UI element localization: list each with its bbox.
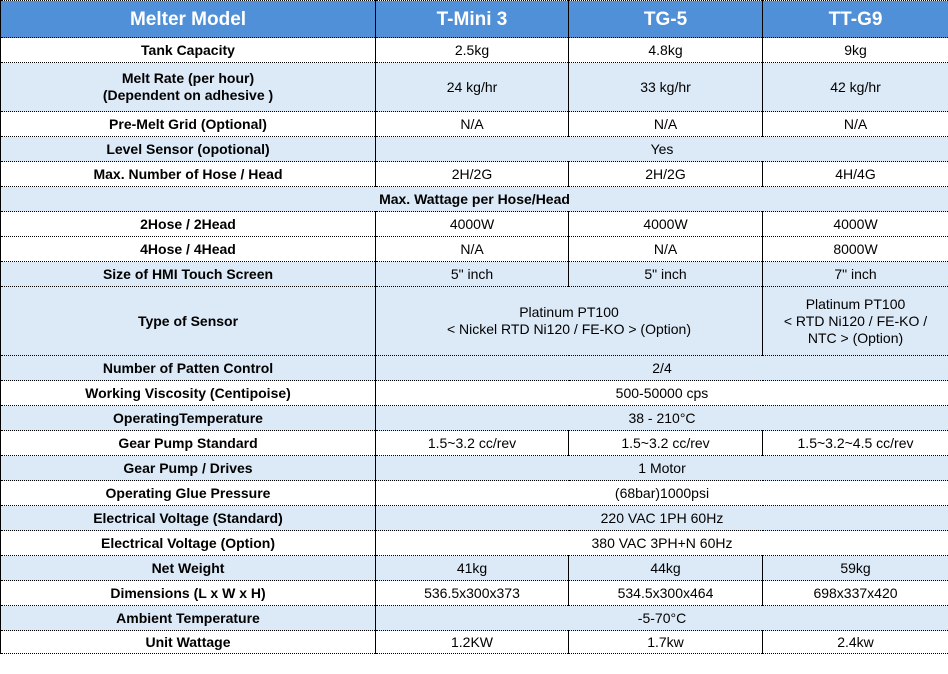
row-label: Ambient Temperature	[0, 605, 376, 631]
cell-value: 9kg	[762, 37, 948, 63]
cell-value: 1.5~3.2 cc/rev	[375, 430, 569, 456]
row-label: Melt Rate (per hour) (Dependent on adhes…	[0, 62, 376, 112]
row-label: Max. Number of Hose / Head	[0, 161, 376, 187]
table-row: Size of HMI Touch Screen 5" inch 5" inch 7"…	[0, 261, 948, 287]
header-row: Melter Model T-Mini 3 TG-5 TT-G9	[0, 0, 948, 38]
cell-value: 4000W	[568, 211, 763, 237]
cell-value: 500-50000 cps	[375, 380, 948, 406]
cell-value: 2H/2G	[375, 161, 569, 187]
cell-value: 2.4kw	[762, 630, 948, 654]
cell-value: N/A	[568, 236, 763, 262]
cell-value: 220 VAC 1PH 60Hz	[375, 505, 948, 531]
table-row: Melt Rate (per hour) (Dependent on adhes…	[0, 62, 948, 112]
table-row: Number of Patten Control 2/4	[0, 355, 948, 381]
cell-value: 42 kg/hr	[762, 62, 948, 112]
cell-value: 2/4	[375, 355, 948, 381]
row-label: Electrical Voltage (Standard)	[0, 505, 376, 531]
cell-value: -5-70°C	[375, 605, 948, 631]
table-row: Pre-Melt Grid (Optional) N/A N/A N/A	[0, 111, 948, 137]
table-row: Gear Pump / Drives 1 Motor	[0, 455, 948, 481]
row-label: Tank Capacity	[0, 37, 376, 63]
model-tt-g9: TT-G9	[762, 0, 948, 38]
section-heading: Max. Wattage per Hose/Head	[0, 186, 948, 212]
row-label: Electrical Voltage (Option)	[0, 530, 376, 556]
cell-value: (68bar)1000psi	[375, 480, 948, 506]
row-label: Net Weight	[0, 555, 376, 581]
table-row: Max. Number of Hose / Head 2H/2G 2H/2G 4H/4…	[0, 161, 948, 187]
cell-value: N/A	[375, 111, 569, 137]
cell-value: Platinum PT100 < RTD Ni120 / FE-KO / NTC…	[762, 286, 948, 356]
row-label: Working Viscosity (Centipoise)	[0, 380, 376, 406]
table-row: Unit Wattage 1.2KW 1.7kw 2.4kw	[0, 630, 948, 654]
cell-value: 2.5kg	[375, 37, 569, 63]
table-row: 2Hose / 2Head 4000W 4000W 4000W	[0, 211, 948, 237]
row-label: Size of HMI Touch Screen	[0, 261, 376, 287]
row-label: 2Hose / 2Head	[0, 211, 376, 237]
row-label: OperatingTemperature	[0, 405, 376, 431]
cell-value: 8000W	[762, 236, 948, 262]
cell-value: 4.8kg	[568, 37, 763, 63]
table-row: Dimensions (L x W x H) 536.5x300x373 534.5…	[0, 580, 948, 606]
cell-value: 4H/4G	[762, 161, 948, 187]
header-label: Melter Model	[0, 0, 376, 38]
table-row: Type of Sensor Platinum PT100 < Nickel RT…	[0, 286, 948, 356]
row-label: Gear Pump / Drives	[0, 455, 376, 481]
table-row: Electrical Voltage (Option) 380 VAC 3PH+N…	[0, 530, 948, 556]
table-row: OperatingTemperature 38 - 210°C	[0, 405, 948, 431]
cell-value: 59kg	[762, 555, 948, 581]
cell-value: 4000W	[762, 211, 948, 237]
table-row: 4Hose / 4Head N/A N/A 8000W	[0, 236, 948, 262]
row-label: Number of Patten Control	[0, 355, 376, 381]
cell-value: 5" inch	[375, 261, 569, 287]
cell-value: 380 VAC 3PH+N 60Hz	[375, 530, 948, 556]
cell-value: 41kg	[375, 555, 569, 581]
cell-value: 4000W	[375, 211, 569, 237]
cell-value: Yes	[375, 136, 948, 162]
cell-value: 534.5x300x464	[568, 580, 763, 606]
cell-value: 1 Motor	[375, 455, 948, 481]
cell-value: 5" inch	[568, 261, 763, 287]
table-row: Gear Pump Standard 1.5~3.2 cc/rev 1.5~3.2 …	[0, 430, 948, 456]
cell-value: 1.2KW	[375, 630, 569, 654]
table-row: Electrical Voltage (Standard) 220 VAC 1PH…	[0, 505, 948, 531]
cell-value: N/A	[762, 111, 948, 137]
cell-value: 1.5~3.2 cc/rev	[568, 430, 763, 456]
table-row: Tank Capacity 2.5kg 4.8kg 9kg	[0, 37, 948, 63]
row-label: Unit Wattage	[0, 630, 376, 654]
table-row: Level Sensor (opotional) Yes	[0, 136, 948, 162]
cell-value: 38 - 210°C	[375, 405, 948, 431]
cell-value: 536.5x300x373	[375, 580, 569, 606]
cell-value: 33 kg/hr	[568, 62, 763, 112]
cell-value: 1.7kw	[568, 630, 763, 654]
table-row: Ambient Temperature -5-70°C	[0, 605, 948, 631]
model-t-mini-3: T-Mini 3	[375, 0, 569, 38]
row-label: Pre-Melt Grid (Optional)	[0, 111, 376, 137]
cell-value: N/A	[375, 236, 569, 262]
cell-value: 2H/2G	[568, 161, 763, 187]
cell-value: 1.5~3.2~4.5 cc/rev	[762, 430, 948, 456]
table-row: Operating Glue Pressure (68bar)1000psi	[0, 480, 948, 506]
cell-value: Platinum PT100 < Nickel RTD Ni120 / FE-K…	[375, 286, 763, 356]
row-label: Level Sensor (opotional)	[0, 136, 376, 162]
cell-value: N/A	[568, 111, 763, 137]
table-row: Max. Wattage per Hose/Head	[0, 186, 948, 212]
table-row: Net Weight 41kg 44kg 59kg	[0, 555, 948, 581]
row-label: Dimensions (L x W x H)	[0, 580, 376, 606]
row-label: Operating Glue Pressure	[0, 480, 376, 506]
cell-value: 44kg	[568, 555, 763, 581]
row-label: Gear Pump Standard	[0, 430, 376, 456]
cell-value: 7" inch	[762, 261, 948, 287]
melter-spec-table: Melter Model T-Mini 3 TG-5 TT-G9 Tank Ca…	[0, 0, 948, 654]
row-label: Type of Sensor	[0, 286, 376, 356]
row-label: 4Hose / 4Head	[0, 236, 376, 262]
model-tg-5: TG-5	[568, 0, 763, 38]
cell-value: 698x337x420	[762, 580, 948, 606]
table-row: Working Viscosity (Centipoise) 500-50000 …	[0, 380, 948, 406]
cell-value: 24 kg/hr	[375, 62, 569, 112]
